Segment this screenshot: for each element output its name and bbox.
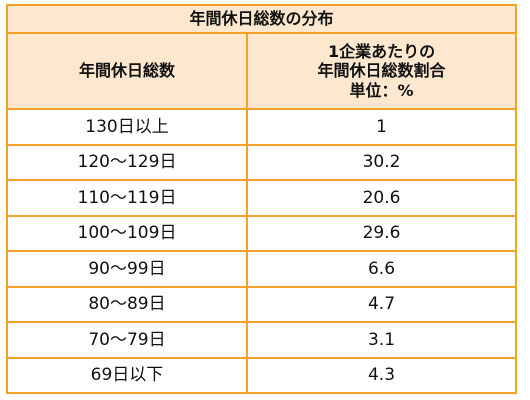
category-cell: 69日以下 bbox=[6, 356, 248, 394]
column-header-share-line-1: 1企業あたりの bbox=[327, 42, 436, 62]
table-row: 120～129日 30.2 bbox=[6, 143, 518, 181]
table-row: 80～89日 4.7 bbox=[6, 285, 518, 323]
category-cell: 80～89日 bbox=[6, 285, 248, 323]
value-cell: 3.1 bbox=[245, 321, 518, 359]
table-body: 130日以上 1 120～129日 30.2 110～119日 20.6 100… bbox=[6, 108, 518, 394]
value-cell: 4.3 bbox=[245, 356, 518, 394]
column-header-share-line-3: 単位：% bbox=[349, 80, 414, 100]
holiday-distribution-table: 年間休日総数の分布 年間休日総数 1企業あたりの 年間休日総数割合 単位：% 1… bbox=[5, 4, 518, 394]
column-header-share: 1企業あたりの 年間休日総数割合 単位：% bbox=[245, 32, 518, 110]
value-cell: 6.6 bbox=[245, 250, 518, 288]
category-cell: 90～99日 bbox=[6, 250, 248, 288]
value-cell: 29.6 bbox=[245, 214, 518, 252]
table-title: 年間休日総数の分布 bbox=[5, 4, 518, 34]
table-header-row: 年間休日総数 1企業あたりの 年間休日総数割合 単位：% bbox=[6, 32, 518, 110]
value-cell: 1 bbox=[245, 108, 518, 146]
category-cell: 100～109日 bbox=[6, 214, 248, 252]
table-row: 110～119日 20.6 bbox=[6, 179, 518, 217]
category-cell: 120～129日 bbox=[6, 143, 248, 181]
value-cell: 4.7 bbox=[245, 285, 518, 323]
table-row: 70～79日 3.1 bbox=[6, 321, 518, 359]
table-row: 90～99日 6.6 bbox=[6, 250, 518, 288]
table-title-row: 年間休日総数の分布 bbox=[5, 4, 518, 34]
column-header-category: 年間休日総数 bbox=[6, 32, 248, 110]
column-header-share-line-2: 年間休日総数割合 bbox=[317, 61, 446, 81]
value-cell: 20.6 bbox=[245, 179, 518, 217]
table-row: 100～109日 29.6 bbox=[6, 214, 518, 252]
table-row: 130日以上 1 bbox=[6, 108, 518, 146]
category-cell: 70～79日 bbox=[6, 321, 248, 359]
category-cell: 130日以上 bbox=[6, 108, 248, 146]
category-cell: 110～119日 bbox=[6, 179, 248, 217]
table-row: 69日以下 4.3 bbox=[6, 356, 518, 394]
distribution-table-container: 年間休日総数の分布 年間休日総数 1企業あたりの 年間休日総数割合 単位：% 1… bbox=[5, 4, 518, 394]
value-cell: 30.2 bbox=[245, 143, 518, 181]
